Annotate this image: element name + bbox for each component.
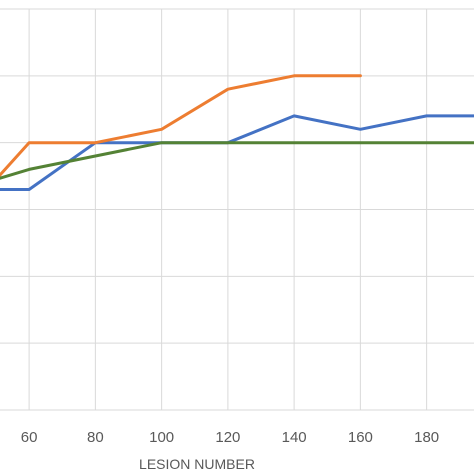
series-lines (0, 74, 474, 191)
series-line-2 (0, 74, 362, 178)
x-tick-label: 120 (215, 429, 240, 446)
x-tick-label: 80 (87, 429, 104, 446)
series-line-1 (0, 114, 474, 191)
x-tick-label: 160 (348, 429, 373, 446)
x-axis-title: LESION NUMBER (139, 456, 255, 472)
series-line-3 (0, 141, 474, 180)
x-tick-label: 140 (282, 429, 307, 446)
x-tick-labels: 60 80 100 120 140 160 180 (21, 429, 439, 446)
x-tick-label: 180 (414, 429, 439, 446)
x-tick-label: 100 (149, 429, 174, 446)
horizontal-gridlines (0, 8, 474, 411)
x-tick-label: 60 (21, 429, 38, 446)
